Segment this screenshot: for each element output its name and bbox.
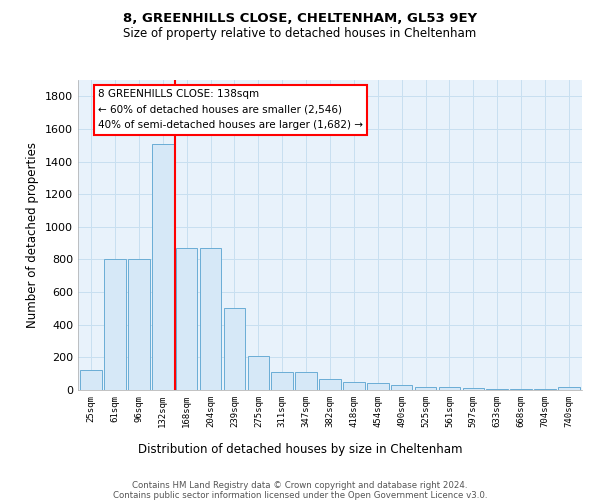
Text: 8, GREENHILLS CLOSE, CHELTENHAM, GL53 9EY: 8, GREENHILLS CLOSE, CHELTENHAM, GL53 9E… [123,12,477,26]
Bar [463,388,484,390]
Bar [367,384,389,390]
Bar [176,248,197,390]
Bar [343,382,365,390]
Bar [152,144,173,390]
Bar [80,370,102,390]
Bar [224,308,245,390]
Bar [128,260,149,390]
Bar [248,356,269,390]
Text: Distribution of detached houses by size in Cheltenham: Distribution of detached houses by size … [138,442,462,456]
Bar [487,388,508,390]
Y-axis label: Number of detached properties: Number of detached properties [26,142,40,328]
Bar [439,387,460,390]
Text: Contains HM Land Registry data © Crown copyright and database right 2024.: Contains HM Land Registry data © Crown c… [132,481,468,490]
Bar [391,385,412,390]
Bar [415,386,436,390]
Bar [511,389,532,390]
Bar [319,378,341,390]
Bar [271,372,293,390]
Bar [558,386,580,390]
Text: 8 GREENHILLS CLOSE: 138sqm
← 60% of detached houses are smaller (2,546)
40% of s: 8 GREENHILLS CLOSE: 138sqm ← 60% of deta… [98,90,363,130]
Text: Contains public sector information licensed under the Open Government Licence v3: Contains public sector information licen… [113,491,487,500]
Bar [295,372,317,390]
Bar [534,389,556,390]
Bar [200,248,221,390]
Text: Size of property relative to detached houses in Cheltenham: Size of property relative to detached ho… [124,28,476,40]
Bar [104,260,126,390]
